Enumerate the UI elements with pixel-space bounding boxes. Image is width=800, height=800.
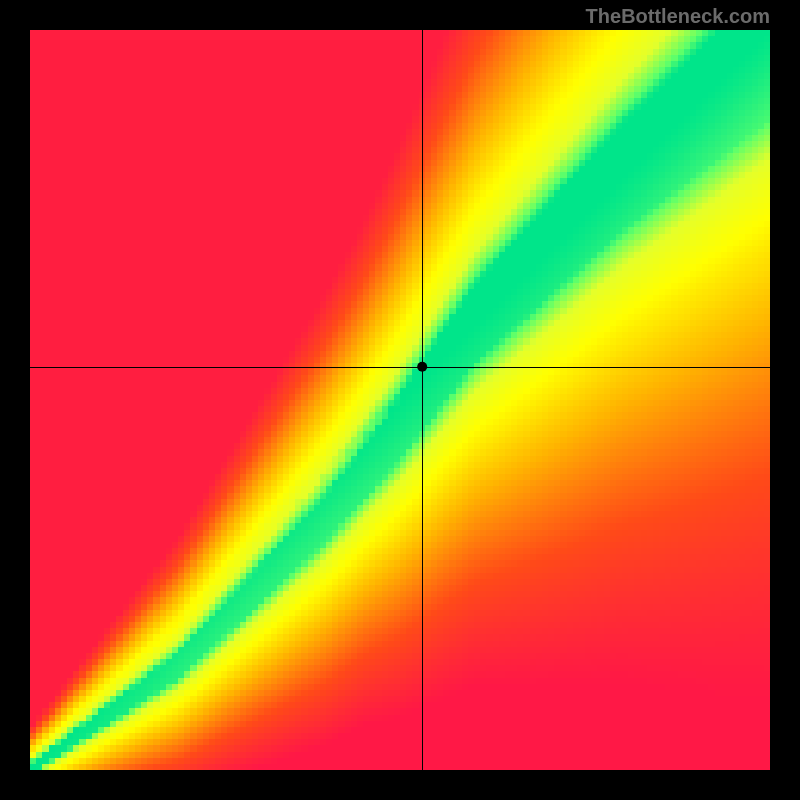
bottleneck-heatmap <box>0 0 800 800</box>
watermark-text: TheBottleneck.com <box>586 6 770 29</box>
chart-container: TheBottleneck.com <box>0 0 800 800</box>
